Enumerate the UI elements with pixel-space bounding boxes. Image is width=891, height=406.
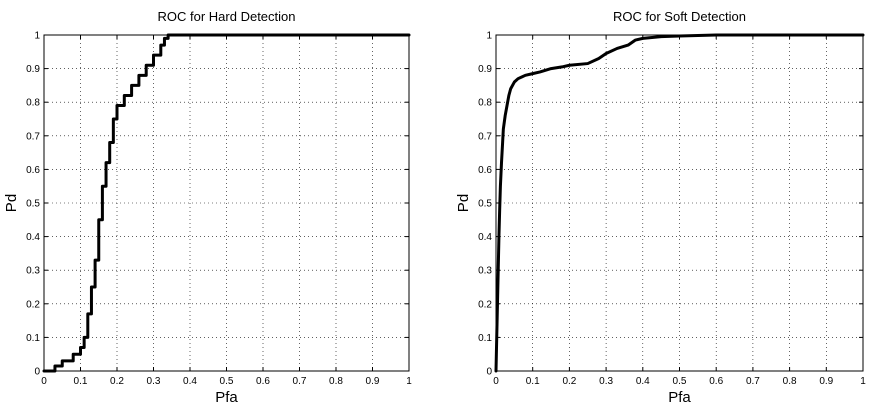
soft-x-tick-label: 0.9 (819, 376, 833, 387)
soft-y-tick-label: 0.9 (478, 64, 492, 75)
hard-y-tick-label: 0.5 (26, 199, 40, 210)
hard-x-tick-label: 1 (406, 376, 412, 387)
soft-y-tick-label: 0.1 (478, 333, 492, 344)
hard-y-tick-label: 0.7 (26, 131, 40, 142)
hard-y-tick-label: 0.1 (26, 333, 40, 344)
soft-x-tick-label: 0 (493, 376, 499, 387)
hard-x-tick-label: 0.9 (366, 376, 380, 387)
soft-y-tick-label: 0.7 (478, 131, 492, 142)
soft-x-tick-label: 0.4 (636, 376, 650, 387)
hard-x-tick-label: 0.2 (110, 376, 124, 387)
hard-x-tick-label: 0.7 (293, 376, 307, 387)
soft-y-tick-label: 0.5 (478, 199, 492, 210)
soft-x-tick-label: 1 (860, 376, 866, 387)
soft-y-tick-label: 0.8 (478, 98, 492, 109)
soft-y-tick-label: 0.3 (478, 266, 492, 277)
soft-x-tick-label: 0.6 (709, 376, 723, 387)
hard-y-tick-label: 0.6 (26, 165, 40, 176)
soft-roc-curve (494, 33, 865, 373)
hard-x-axis-label: Pfa (215, 389, 238, 406)
hard-y-tick-label: 0.8 (26, 98, 40, 109)
hard-y-tick-label: 0.3 (26, 266, 40, 277)
hard-chart-title: ROC for Hard Detection (158, 9, 296, 24)
hard-roc-curve (42, 33, 411, 373)
soft-y-tick-label: 0.6 (478, 165, 492, 176)
soft-y-tick-label: 0.4 (478, 232, 492, 243)
hard-y-axis-label: Pd (3, 194, 20, 212)
hard-x-tick-label: 0.1 (74, 376, 88, 387)
hard-detection-panel: 0 0.1 0.2 0.3 0.4 0.5 0.6 0.7 0.8 0.9 1 0 0.1 0.2 0.3 0… (3, 9, 412, 406)
soft-x-tick-label: 0.1 (526, 376, 540, 387)
hard-x-tick-label: 0.3 (147, 376, 161, 387)
hard-y-tick-label: 0.2 (26, 299, 40, 310)
soft-x-tick-label: 0.2 (562, 376, 576, 387)
hard-x-tick-label: 0.5 (220, 376, 234, 387)
soft-y-tick-label: 0 (486, 367, 492, 378)
hard-x-tick-label: 0.8 (329, 376, 343, 387)
soft-chart-title: ROC for Soft Detection (613, 9, 746, 24)
hard-y-tick-label: 0 (34, 367, 40, 378)
hard-x-tick-label: 0 (41, 376, 47, 387)
hard-x-tick-label: 0.4 (183, 376, 197, 387)
soft-x-tick-label: 0.7 (746, 376, 760, 387)
hard-y-tick-label: 0.4 (26, 232, 40, 243)
soft-x-tick-label: 0.5 (673, 376, 687, 387)
soft-x-tick-label: 0.8 (783, 376, 797, 387)
hard-y-tick-label: 1 (34, 31, 40, 42)
soft-y-tick-label: 0.2 (478, 299, 492, 310)
soft-y-tick-label: 1 (486, 31, 492, 42)
soft-x-axis-label: Pfa (668, 389, 691, 406)
soft-detection-panel: 0 0.1 0.2 0.3 0.4 0.5 0.6 0.7 0.8 0.9 1 0 0.1 0.2 0.3 0… (455, 9, 866, 406)
hard-y-tick-label: 0.9 (26, 64, 40, 75)
soft-x-tick-label: 0.3 (599, 376, 613, 387)
hard-x-tick-label: 0.6 (256, 376, 270, 387)
soft-y-axis-label: Pd (455, 194, 472, 212)
